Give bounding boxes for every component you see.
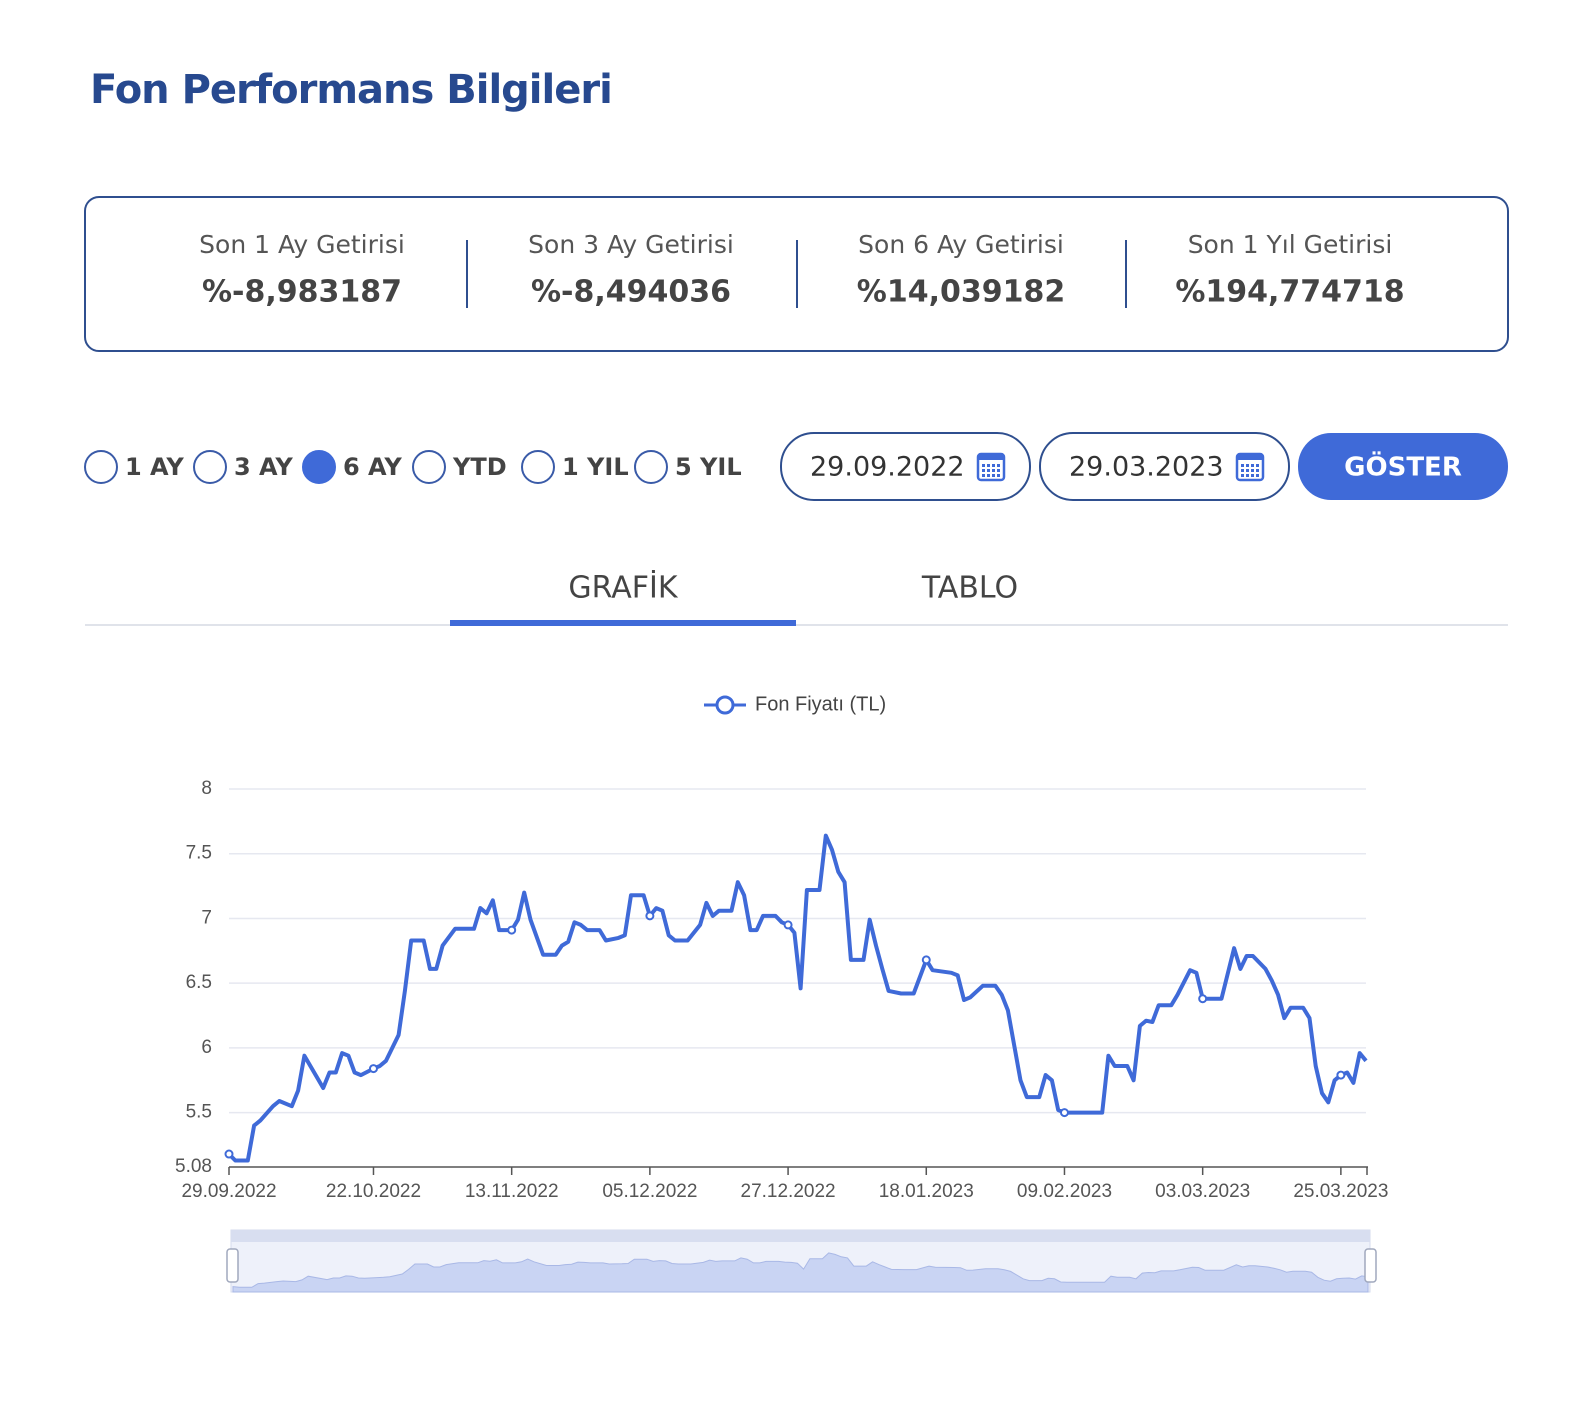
calendar-dot (992, 469, 995, 472)
zoom-handle[interactable] (226, 1248, 239, 1283)
tab[interactable]: TABLO (921, 571, 1018, 606)
calendar-dot (1246, 464, 1249, 467)
calendar-dot (982, 469, 985, 472)
period-label[interactable]: 1 AY (125, 453, 184, 481)
calendar-dot (982, 474, 985, 477)
calendar-dot (997, 474, 1000, 477)
y-tick-label: 8 (201, 778, 212, 799)
x-tick-label: 03.03.2023 (1155, 1181, 1250, 1202)
y-tick-label: 7.5 (186, 843, 212, 864)
calendar-dot (1251, 469, 1254, 472)
calendar-dot (1246, 474, 1249, 477)
calendar-dot (1246, 469, 1249, 472)
calendar-icon-top (978, 454, 1004, 460)
period-label[interactable]: 1 YIL (562, 453, 629, 481)
point-marker (507, 925, 517, 935)
x-tick-label: 13.11.2022 (465, 1181, 559, 1202)
calendar-dot (1256, 464, 1259, 467)
return-value: %-8,983187 (202, 275, 402, 310)
legend-label: Fon Fiyatı (TL) (755, 693, 886, 715)
y-tick-label: 6 (201, 1037, 212, 1058)
y-tick-label: 6.5 (186, 972, 212, 993)
point-marker (224, 1149, 234, 1159)
period-radio[interactable] (412, 450, 446, 484)
zoom-bar (231, 1230, 1370, 1242)
point-marker (1198, 994, 1208, 1004)
calendar-dot (1256, 469, 1259, 472)
date-input[interactable] (1039, 432, 1290, 501)
period-radio[interactable] (193, 450, 227, 484)
returns-box (84, 196, 1509, 352)
calendar-dot (987, 474, 990, 477)
period-label[interactable]: 5 YIL (675, 453, 742, 481)
calendar-dot (997, 464, 1000, 467)
return-label: Son 6 Ay Getirisi (858, 230, 1064, 259)
calendar-dot (1251, 464, 1254, 467)
calendar-dot (1241, 469, 1244, 472)
return-value: %-8,494036 (531, 275, 731, 310)
y-tick-label: 5.08 (175, 1156, 212, 1177)
point-marker (921, 955, 931, 965)
x-tick-label: 25.03.2023 (1293, 1181, 1388, 1202)
calendar-dot (1241, 464, 1244, 467)
zoom-area (232, 1252, 1369, 1293)
period-label[interactable]: 6 AY (343, 453, 402, 481)
point-marker (368, 1064, 378, 1074)
point-marker (783, 920, 793, 930)
return-label: Son 3 Ay Getirisi (528, 230, 734, 259)
calendar-dot (987, 469, 990, 472)
period-radio[interactable] (521, 450, 555, 484)
x-tick-label: 29.09.2022 (181, 1181, 276, 1202)
x-tick-label: 18.01.2023 (879, 1181, 974, 1202)
legend-marker (715, 695, 735, 715)
return-label: Son 1 Yıl Getirisi (1188, 230, 1393, 259)
date-input[interactable] (780, 432, 1031, 501)
date-text[interactable]: 29.03.2023 (1069, 452, 1224, 483)
point-marker (645, 911, 655, 921)
calendar-dot (1256, 474, 1259, 477)
x-tick-label: 27.12.2022 (741, 1181, 836, 1202)
x-tick-label: 22.10.2022 (326, 1181, 421, 1202)
period-label[interactable]: 3 AY (234, 453, 293, 481)
calendar-dot (1241, 474, 1244, 477)
period-radio[interactable] (634, 450, 668, 484)
y-tick-label: 5.5 (186, 1102, 212, 1123)
period-radio[interactable] (84, 450, 118, 484)
calendar-dot (997, 469, 1000, 472)
page-title: Fon Performans Bilgileri (90, 67, 612, 113)
x-tick-label: 05.12.2022 (602, 1181, 697, 1202)
calendar-icon-top (1237, 454, 1263, 460)
calendar-dot (1251, 474, 1254, 477)
tab-underline (450, 620, 796, 626)
return-value: %194,774718 (1175, 275, 1404, 310)
zoom-handle[interactable] (1364, 1248, 1377, 1283)
price-line (227, 833, 1368, 1163)
show-button[interactable] (1298, 433, 1508, 500)
point-marker (1336, 1070, 1346, 1080)
return-value: %14,039182 (857, 275, 1065, 310)
return-label: Son 1 Ay Getirisi (199, 230, 405, 259)
date-text[interactable]: 29.09.2022 (810, 452, 965, 483)
calendar-dot (987, 464, 990, 467)
x-tick-label: 09.02.2023 (1017, 1181, 1112, 1202)
period-radio[interactable] (302, 450, 336, 484)
calendar-dot (982, 464, 985, 467)
tab[interactable]: GRAFİK (568, 570, 679, 606)
calendar-dot (992, 464, 995, 467)
y-tick-label: 7 (201, 907, 212, 928)
point-marker (1059, 1108, 1069, 1118)
period-label[interactable]: YTD (452, 453, 507, 481)
calendar-dot (992, 474, 995, 477)
show-button-label[interactable]: GÖSTER (1344, 450, 1462, 483)
